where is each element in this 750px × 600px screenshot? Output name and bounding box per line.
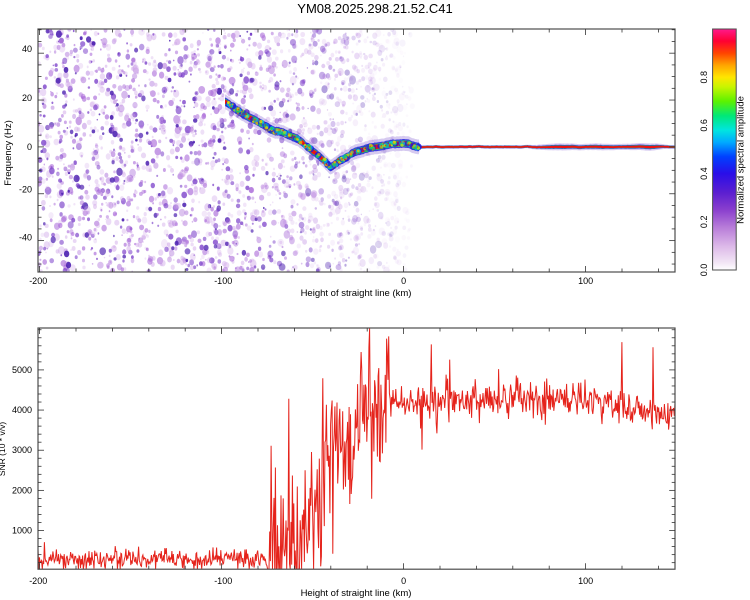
svg-text:-40: -40	[19, 232, 32, 242]
svg-text:Height of straight line (km): Height of straight line (km)	[301, 288, 412, 299]
svg-text:0.4: 0.4	[699, 167, 709, 180]
svg-text:-200: -200	[29, 576, 47, 586]
svg-text:0.6: 0.6	[699, 119, 709, 132]
svg-text:4000: 4000	[12, 405, 32, 415]
svg-text:2000: 2000	[12, 485, 32, 495]
svg-text:1000: 1000	[12, 526, 32, 536]
svg-text:0: 0	[401, 576, 406, 586]
svg-text:-20: -20	[19, 185, 32, 195]
svg-text:100: 100	[578, 576, 593, 586]
svg-text:YM08.2025.298.21.52.C41: YM08.2025.298.21.52.C41	[297, 1, 452, 16]
svg-text:Height of straight line (km): Height of straight line (km)	[301, 588, 412, 599]
svg-text:20: 20	[22, 93, 32, 103]
svg-text:-100: -100	[214, 276, 232, 286]
svg-text:3000: 3000	[12, 445, 32, 455]
svg-text:5000: 5000	[12, 365, 32, 375]
svg-text:0.0: 0.0	[699, 264, 709, 277]
svg-text:40: 40	[22, 44, 32, 54]
svg-text:Normalized spectral amplitude: Normalized spectral amplitude	[735, 96, 746, 224]
svg-text:0.2: 0.2	[699, 216, 709, 229]
svg-text:SNR (10 * v/v): SNR (10 * v/v)	[0, 422, 7, 476]
svg-text:0: 0	[27, 142, 32, 152]
svg-text:-100: -100	[214, 576, 232, 586]
svg-text:100: 100	[578, 276, 593, 286]
svg-text:-200: -200	[29, 276, 47, 286]
svg-text:Frequency (Hz): Frequency (Hz)	[3, 120, 14, 185]
svg-text:0.8: 0.8	[699, 71, 709, 84]
svg-text:0: 0	[401, 276, 406, 286]
